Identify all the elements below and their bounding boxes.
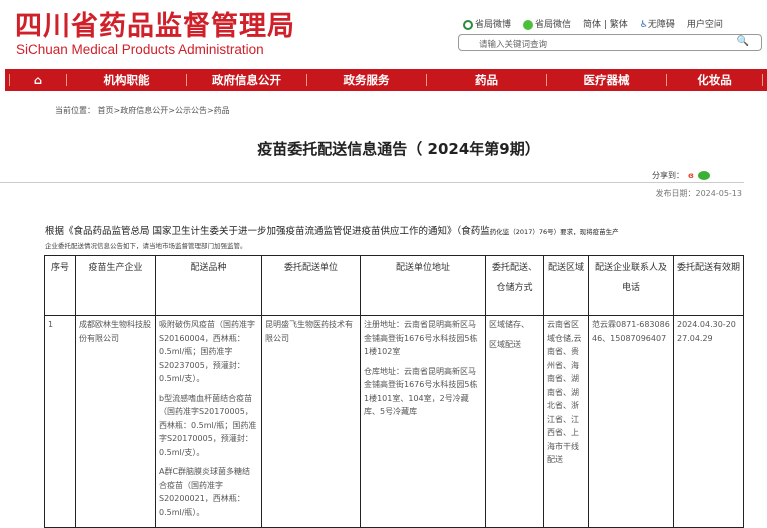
- logo-subtitle: SiChuan Medical Products Administration: [16, 42, 264, 57]
- search-icon[interactable]: 🔍: [736, 36, 749, 47]
- intro-text: 根据《食品药品监管总局 国家卫生计生委关于进一步加强疫苗流通监管促进疫苗供应工作…: [45, 226, 619, 237]
- col-header: 疫苗生产企业: [75, 255, 156, 316]
- wheelchair-icon: ♿: [639, 20, 648, 30]
- table-row: 1 成都欧林生物科技股份有限公司 吸附破伤风疫苗（国药准字S20160004，西…: [44, 315, 744, 528]
- intro-text-line2: 企业委托配送情况信息公告如下，请当地市场监督管理部门加强监管。: [45, 242, 247, 250]
- accessibility-link[interactable]: ♿无障碍: [639, 20, 675, 30]
- user-space-link[interactable]: 用户空间: [686, 20, 723, 30]
- cell-validity: 2024.04.30-2027.04.29: [673, 315, 744, 528]
- weibo-icon: [463, 19, 473, 30]
- cell-region: 云南省区域仓储,云南省、贵州省、海南省、湖南省、湖北省、浙江省、江西省、上海市干…: [543, 315, 589, 528]
- cell-maker: 成都欧林生物科技股份有限公司: [75, 315, 156, 528]
- cell-unit: 昆明盛飞生物医药技术有限公司: [261, 315, 361, 528]
- language-toggle[interactable]: 简体 | 繁体: [583, 20, 628, 30]
- col-header: 委托配送、仓储方式: [485, 255, 544, 316]
- col-header: 配送区域: [543, 255, 589, 316]
- nav-item[interactable]: 机构职能: [67, 74, 187, 86]
- nav-item[interactable]: 政府信息公开: [187, 74, 307, 86]
- col-header: 配送单位地址: [360, 255, 486, 316]
- divider: [0, 182, 744, 183]
- weibo-link[interactable]: 省局微博: [463, 17, 511, 30]
- col-header: 序号: [44, 255, 76, 316]
- wechat-icon: [523, 19, 534, 30]
- breadcrumb: 当前位置： 首页>政府信息公开>公示公告>药品: [55, 106, 230, 115]
- cell-varieties: 吸附破伤风疫苗（国药准字S20160004，西林瓶：0.5ml/瓶；国药准字S2…: [155, 315, 262, 528]
- page-title: 疫苗委托配送信息通告（ 2024年第9期）: [257, 140, 540, 158]
- col-header: 配送企业联系人及电话: [588, 255, 674, 316]
- wechat-share-icon[interactable]: [697, 171, 710, 180]
- top-links: 省局微博 省局微信 简体 | 繁体 ♿无障碍 用户空间: [463, 17, 723, 30]
- nav-item[interactable]: 药品: [427, 74, 547, 86]
- table-header-row: 序号 疫苗生产企业 配送品种 委托配送单位 配送单位地址 委托配送、仓储方式 配…: [44, 255, 744, 316]
- search-input[interactable]: 请输入关键词查询 🔍: [458, 34, 762, 51]
- publish-date: 发布日期：2024-05-13: [655, 189, 743, 198]
- wechat-link[interactable]: 省局微信: [523, 17, 571, 30]
- distribution-table: 序号 疫苗生产企业 配送品种 委托配送单位 配送单位地址 委托配送、仓储方式 配…: [44, 255, 744, 528]
- col-header: 委托配送有效期: [673, 255, 744, 316]
- col-header: 委托配送单位: [261, 255, 361, 316]
- col-header: 配送品种: [155, 255, 262, 316]
- weibo-share-icon[interactable]: ɞ: [688, 171, 694, 180]
- logo-title: 四川省药品监督管理局: [15, 11, 295, 42]
- home-icon[interactable]: ⌂: [9, 74, 67, 86]
- cell-contact: 范云霖0871-68308646、15087096407: [588, 315, 674, 528]
- main-nav: ⌂ 机构职能 政府信息公开 政务服务 药品 医疗器械 化妆品: [5, 69, 767, 91]
- cell-no: 1: [44, 315, 76, 528]
- cell-address: 注册地址：云南省昆明高新区马金铺高登街1676号水科技园5栋1楼102室 仓库地址…: [360, 315, 486, 528]
- cell-mode: 区域储存、 区域配送: [485, 315, 544, 528]
- share-bar: 分享到： ɞ: [652, 170, 710, 181]
- nav-item[interactable]: 化妆品: [667, 74, 763, 86]
- nav-item[interactable]: 医疗器械: [547, 74, 667, 86]
- nav-item[interactable]: 政务服务: [307, 74, 427, 86]
